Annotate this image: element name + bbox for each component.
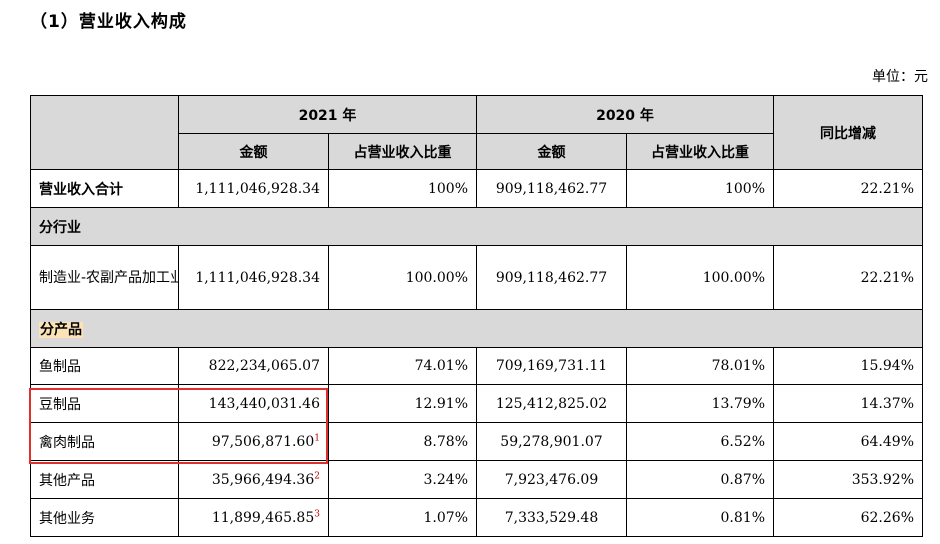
row-share-2021: 100.00% (328, 245, 477, 310)
total-amount-2021: 1,111,046,928.34 (178, 169, 329, 208)
row-label: 豆制品 (30, 384, 179, 423)
row-amount-2020: 7,923,476.09 (476, 460, 627, 499)
row-yoy: 15.94% (773, 347, 923, 385)
row-amount-2020: 59,278,901.07 (476, 422, 627, 461)
row-label: 其他业务 (30, 498, 179, 537)
table-row: 禽肉制品 97,506,871.601 8.78% 59,278,901.07 … (30, 422, 923, 461)
row-share-2020: 13.79% (626, 384, 774, 423)
table-row: 其他业务 11,899,465.853 1.07% 7,333,529.48 0… (30, 498, 923, 537)
section-label-product: 分产品 (39, 321, 83, 338)
row-amount-2021: 35,966,494.362 (178, 460, 329, 499)
footnote-marker: 1 (314, 432, 320, 443)
section-label-industry: 分行业 (30, 207, 923, 246)
header-2021: 2021 年 (178, 95, 477, 134)
revenue-table: 2021 年 2020 年 同比增减 金额 占营业收入比重 金额 占营业收入比重… (30, 95, 923, 537)
table-row: 鱼制品 822,234,065.07 74.01% 709,169,731.11… (30, 347, 923, 385)
footnote-marker: 2 (314, 470, 320, 481)
section-row-industry: 分行业 (30, 207, 923, 246)
total-share-2020: 100% (626, 169, 774, 208)
row-yoy: 22.21% (773, 245, 923, 310)
table-row: 豆制品 143,440,031.46 12.91% 125,412,825.02… (30, 384, 923, 423)
header-yoy: 同比增减 (773, 95, 923, 170)
header-share-2020: 占营业收入比重 (626, 133, 774, 170)
row-share-2021: 74.01% (328, 347, 477, 385)
footnote-marker: 3 (314, 508, 320, 519)
header-2020: 2020 年 (476, 95, 774, 134)
row-amount-2021: 822,234,065.07 (178, 347, 329, 385)
row-yoy: 14.37% (773, 384, 923, 423)
row-share-2020: 0.87% (626, 460, 774, 499)
row-share-2020: 0.81% (626, 498, 774, 537)
row-share-2021: 8.78% (328, 422, 477, 461)
row-amount-2021: 143,440,031.46 (178, 384, 329, 423)
table-row: 制造业-农副产品加工业 1,111,046,928.34 100.00% 909… (30, 245, 923, 310)
header-row-columns: 金额 占营业收入比重 金额 占营业收入比重 (31, 133, 923, 170)
total-share-2021: 100% (328, 169, 477, 208)
row-amount-2021: 97,506,871.601 (178, 422, 329, 461)
row-amount-2021: 11,899,465.853 (178, 498, 329, 537)
header-amount-2020: 金额 (476, 133, 627, 170)
row-share-2020: 6.52% (626, 422, 774, 461)
table-row: 其他产品 35,966,494.362 3.24% 7,923,476.09 0… (30, 460, 923, 499)
row-label: 禽肉制品 (30, 422, 179, 461)
row-share-2021: 12.91% (328, 384, 477, 423)
row-yoy: 353.92% (773, 460, 923, 499)
row-amount-2020: 7,333,529.48 (476, 498, 627, 537)
row-yoy: 62.26% (773, 498, 923, 537)
row-share-2020: 100.00% (626, 245, 774, 310)
total-row: 营业收入合计 1,111,046,928.34 100% 909,118,462… (30, 169, 923, 208)
row-amount-2020: 125,412,825.02 (476, 384, 627, 423)
section-row-product: 分产品 (30, 309, 923, 348)
section-heading: （1）营业收入构成 (30, 12, 187, 32)
total-yoy: 22.21% (773, 169, 923, 208)
row-label: 制造业-农副产品加工业 (30, 245, 179, 310)
header-blank (30, 95, 179, 170)
row-label: 鱼制品 (30, 347, 179, 385)
row-label: 其他产品 (30, 460, 179, 499)
row-amount-2020: 909,118,462.77 (476, 245, 627, 310)
row-amount-2020: 709,169,731.11 (476, 347, 627, 385)
row-share-2021: 3.24% (328, 460, 477, 499)
row-yoy: 64.49% (773, 422, 923, 461)
row-share-2021: 1.07% (328, 498, 477, 537)
header-share-2021: 占营业收入比重 (328, 133, 477, 170)
total-label: 营业收入合计 (30, 169, 179, 208)
header-row-years: 2021 年 2020 年 同比增减 (30, 95, 923, 170)
row-amount-2021: 1,111,046,928.34 (178, 245, 329, 310)
unit-label: 单位：元 (872, 69, 928, 85)
total-amount-2020: 909,118,462.77 (476, 169, 627, 208)
row-share-2020: 78.01% (626, 347, 774, 385)
header-amount-2021: 金额 (178, 133, 329, 170)
